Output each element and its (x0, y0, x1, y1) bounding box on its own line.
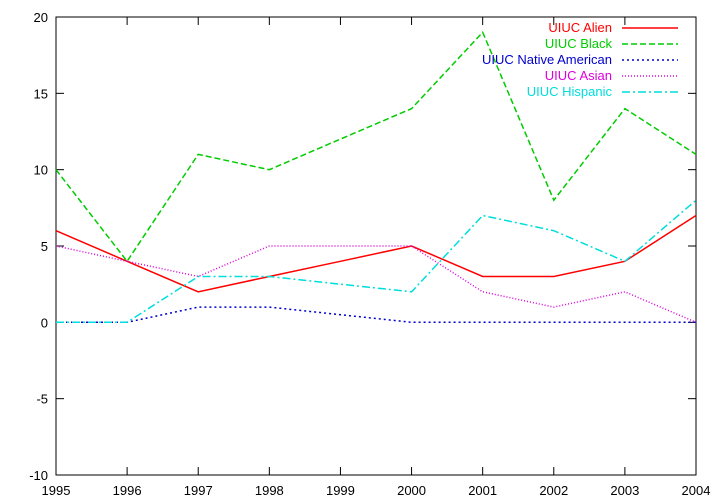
x-tick-label: 1995 (42, 483, 71, 498)
x-tick-label: 1999 (326, 483, 355, 498)
x-tick-label: 2001 (468, 483, 497, 498)
y-tick-label: -5 (36, 392, 48, 407)
x-tick-label: 1996 (113, 483, 142, 498)
axes: -10 -5 0 5 10 15 20 1995 1996 1997 1998 1999 2000 200… (29, 10, 710, 498)
y-tick-label: 20 (34, 10, 48, 25)
series-line-uiuc-black (55, 30, 697, 263)
y-tick-label: 15 (34, 86, 48, 101)
legend-label-uiuc-native-american: UIUC Native American (482, 52, 612, 67)
x-tick-label: 2004 (682, 483, 711, 498)
series-line-uiuc-asian (55, 245, 697, 323)
series-lines (55, 30, 697, 324)
legend-label-uiuc-alien: UIUC Alien (548, 20, 612, 35)
x-tick-label: 2003 (610, 483, 639, 498)
legend-label-uiuc-hispanic: UIUC Hispanic (527, 84, 613, 99)
x-tick-label: 2000 (397, 483, 426, 498)
y-tick-label: -10 (29, 468, 48, 483)
series-line-uiuc-native-american (56, 306, 696, 324)
y-tick-label: 10 (34, 163, 48, 178)
x-tick-label: 2002 (539, 483, 568, 498)
legend-label-uiuc-asian: UIUC Asian (545, 68, 612, 83)
series-line-uiuc-alien (55, 214, 697, 293)
x-tick-label: 1998 (255, 483, 284, 498)
y-tick-label: 5 (41, 239, 48, 254)
legend-label-uiuc-black: UIUC Black (545, 36, 613, 51)
y-tick-label: 0 (41, 315, 48, 330)
x-tick-label: 1997 (184, 483, 213, 498)
series-line-uiuc-hispanic (56, 199, 697, 324)
